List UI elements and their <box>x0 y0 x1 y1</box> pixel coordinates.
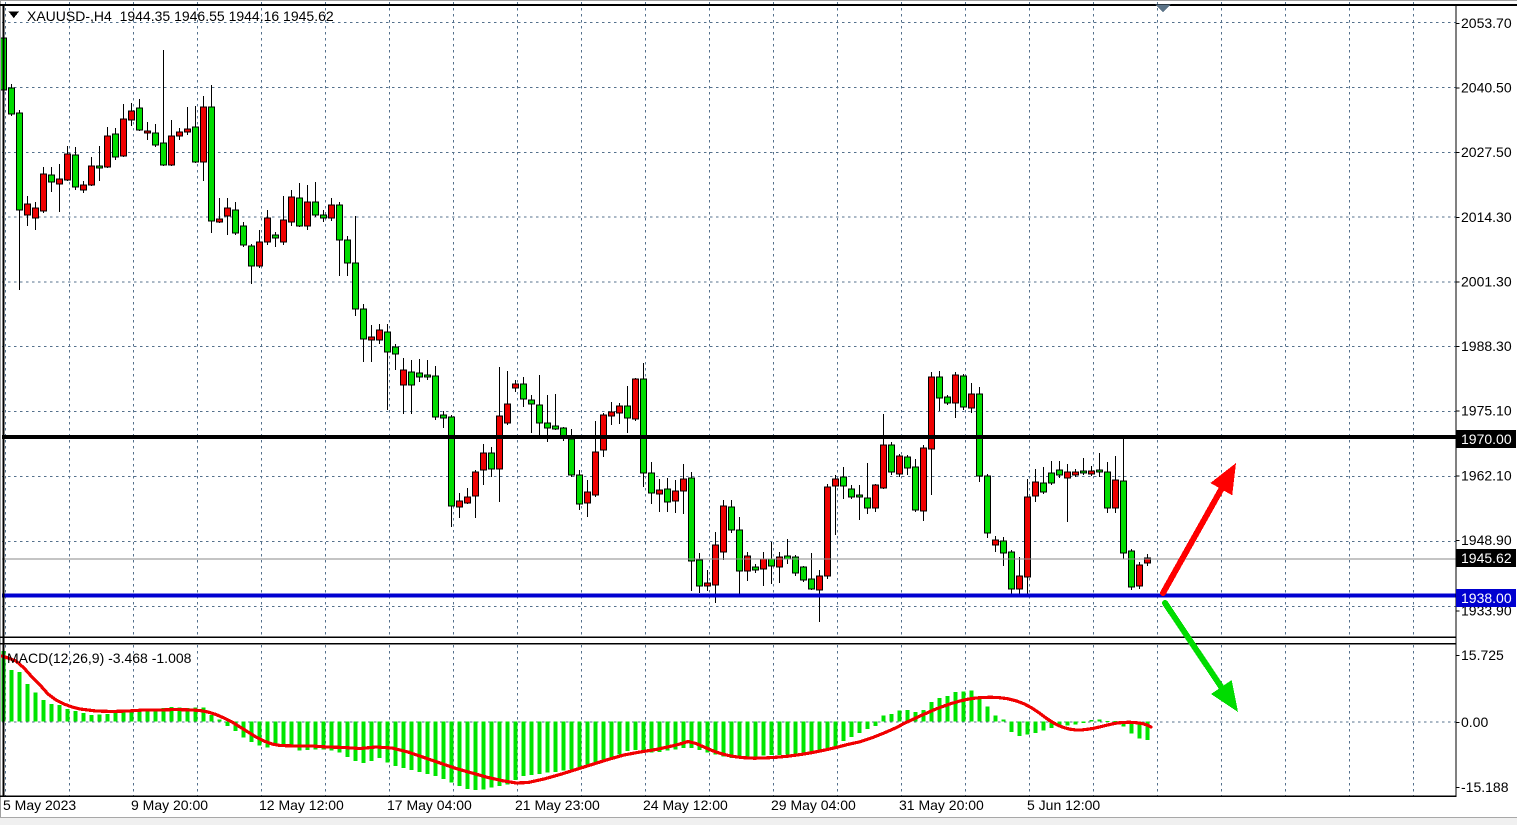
svg-text:2001.30: 2001.30 <box>1461 274 1512 290</box>
svg-text:31 May 20:00: 31 May 20:00 <box>899 797 984 813</box>
svg-text:MACD(12,26,9) -3.468 -1.008: MACD(12,26,9) -3.468 -1.008 <box>7 650 192 666</box>
svg-text:21 May 23:00: 21 May 23:00 <box>515 797 600 813</box>
svg-text:2014.30: 2014.30 <box>1461 209 1512 225</box>
svg-text:24 May 12:00: 24 May 12:00 <box>643 797 728 813</box>
svg-text:XAUUSD-,H4 1944.35 1946.55 19: XAUUSD-,H4 1944.35 1946.55 1944.16 1945.… <box>27 8 334 24</box>
svg-text:1948.90: 1948.90 <box>1461 532 1512 548</box>
svg-text:2027.50: 2027.50 <box>1461 144 1512 160</box>
svg-text:15.725: 15.725 <box>1461 647 1504 663</box>
svg-text:1938.00: 1938.00 <box>1461 590 1512 606</box>
svg-text:1988.30: 1988.30 <box>1461 338 1512 354</box>
svg-text:-15.188: -15.188 <box>1461 779 1509 795</box>
svg-text:5 Jun 12:00: 5 Jun 12:00 <box>1027 797 1100 813</box>
svg-text:1975.10: 1975.10 <box>1461 403 1512 419</box>
svg-text:1970.00: 1970.00 <box>1461 431 1512 447</box>
svg-text:2040.50: 2040.50 <box>1461 80 1512 96</box>
svg-text:9 May 20:00: 9 May 20:00 <box>131 797 208 813</box>
svg-text:17 May 04:00: 17 May 04:00 <box>387 797 472 813</box>
svg-text:2053.70: 2053.70 <box>1461 15 1512 31</box>
svg-text:1945.62: 1945.62 <box>1461 550 1512 566</box>
svg-text:12 May 12:00: 12 May 12:00 <box>259 797 344 813</box>
svg-text:0.00: 0.00 <box>1461 714 1488 730</box>
svg-text:5 May 2023: 5 May 2023 <box>3 797 76 813</box>
svg-text:1962.10: 1962.10 <box>1461 467 1512 483</box>
svg-text:29 May 04:00: 29 May 04:00 <box>771 797 856 813</box>
